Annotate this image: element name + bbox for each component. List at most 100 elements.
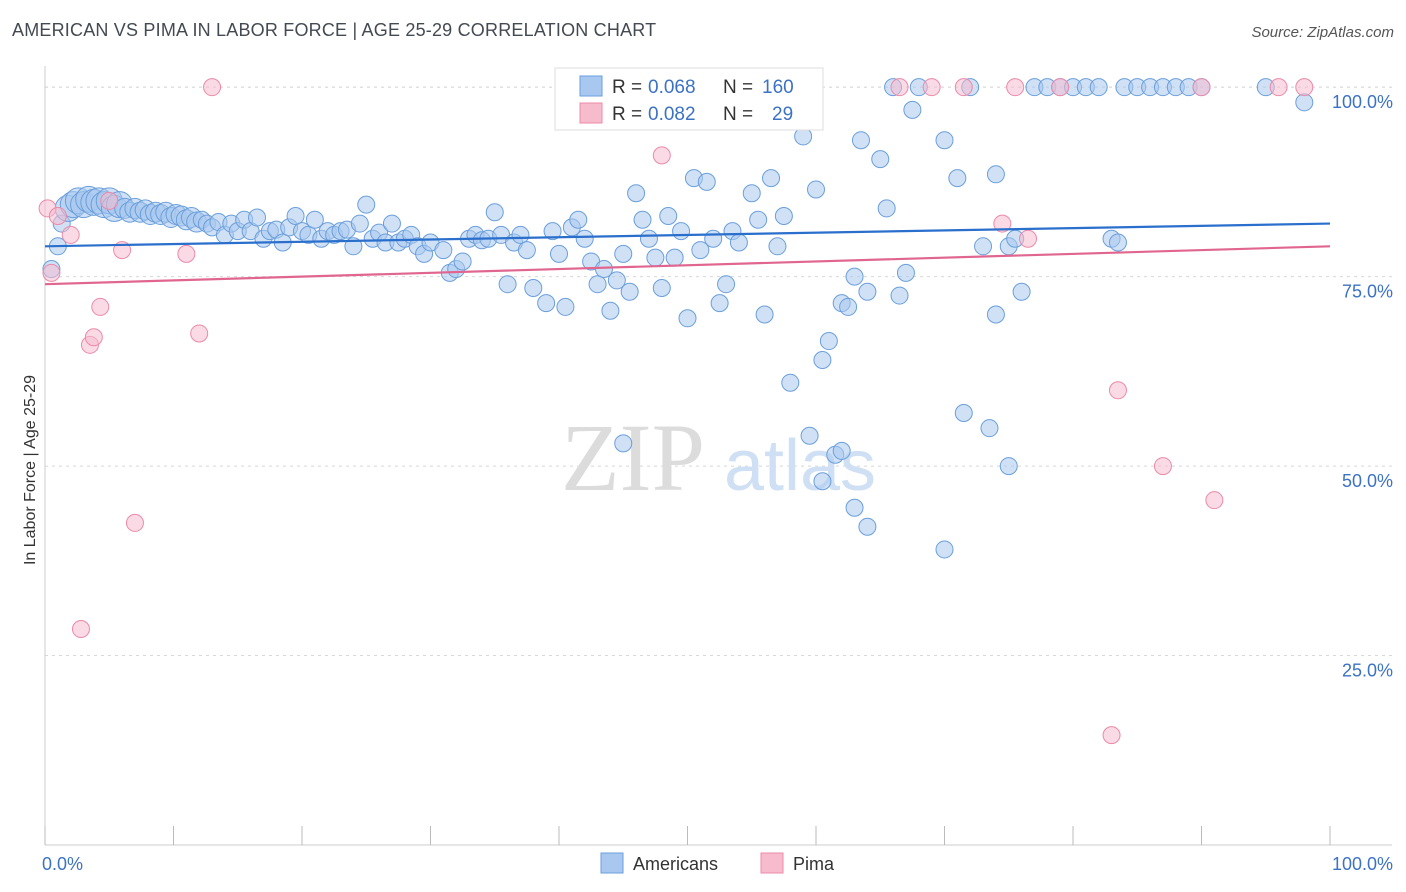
american-point <box>382 214 401 233</box>
grid-lines <box>45 86 1392 657</box>
american-point <box>678 309 697 328</box>
american-point <box>768 237 787 256</box>
pima-point <box>954 78 973 97</box>
y-tick-label: 75.0% <box>1342 282 1393 302</box>
bottom-legend-label-americans: Americans <box>633 854 718 874</box>
american-point <box>575 229 594 248</box>
legend-swatch-pima <box>579 102 603 124</box>
american-point <box>813 472 832 491</box>
american-point <box>434 241 453 260</box>
x-tick-label: 0.0% <box>42 854 83 874</box>
trend-lines <box>44 222 1331 286</box>
american-point <box>357 195 376 214</box>
pima-point <box>48 206 67 225</box>
american-point <box>1089 78 1108 97</box>
watermark-atlas: atlas <box>724 426 876 506</box>
x-tick-label: 100.0% <box>1332 854 1393 874</box>
american-point <box>903 100 922 119</box>
pima-point <box>1269 78 1288 97</box>
legend-r-label-americans: R = <box>612 77 642 98</box>
trend-line-pima <box>44 245 1331 286</box>
american-point <box>954 404 973 423</box>
legend-swatch-americans <box>579 75 603 97</box>
pima-point <box>652 146 671 165</box>
tick-labels: 25.0% 50.0% 75.0% 100.0% 0.0% 100.0% <box>42 92 1393 874</box>
american-point <box>807 180 825 199</box>
american-point <box>633 210 652 229</box>
pima-point <box>42 263 61 282</box>
american-point <box>749 210 768 229</box>
american-point <box>832 441 851 460</box>
american-point <box>588 275 607 294</box>
american-point <box>762 169 781 188</box>
pima-point <box>922 78 941 97</box>
american-point <box>524 278 543 297</box>
american-point <box>691 241 710 260</box>
american-point <box>569 210 588 229</box>
american-point <box>845 267 864 286</box>
pima-point <box>177 244 196 263</box>
american-point <box>672 222 691 241</box>
american-point <box>819 332 838 351</box>
american-point <box>871 150 890 169</box>
american-point <box>614 244 633 263</box>
american-point <box>1295 93 1314 112</box>
y-tick-label: 100.0% <box>1332 92 1393 112</box>
american-point <box>517 241 536 260</box>
legend-n-label-pima: N = <box>723 104 753 125</box>
trend-line-americans <box>44 222 1331 248</box>
american-point <box>896 263 915 282</box>
american-point <box>543 222 562 241</box>
pima-point <box>1192 78 1211 97</box>
american-point <box>742 184 761 203</box>
american-point <box>839 297 858 316</box>
american-point <box>697 172 716 191</box>
stats-legend: R = 0.068 N = 160 R = 0.082 N = 29 <box>554 67 824 131</box>
american-point <box>858 282 877 301</box>
american-point <box>935 131 954 150</box>
american-point <box>556 297 575 316</box>
american-point <box>639 229 658 248</box>
pima-point <box>1295 78 1314 97</box>
american-point <box>537 294 556 313</box>
american-point <box>646 248 665 267</box>
bottom-legend-swatch-pima <box>760 852 784 874</box>
american-point <box>550 244 568 263</box>
legend-r-label-pima: R = <box>612 104 642 125</box>
y-tick-label: 50.0% <box>1342 471 1393 491</box>
pima-point <box>84 328 103 347</box>
american-point <box>974 237 993 256</box>
watermark-zip: ZIP <box>561 404 705 511</box>
american-point <box>286 206 305 225</box>
pima-point <box>1102 726 1121 745</box>
pima-point <box>91 297 110 316</box>
pima-point <box>1019 229 1038 248</box>
american-point <box>659 206 678 225</box>
american-point <box>498 275 517 294</box>
pima-point <box>1051 78 1070 97</box>
american-point <box>935 540 954 559</box>
american-point <box>614 434 633 453</box>
pima-point <box>993 214 1012 233</box>
american-point <box>511 225 530 244</box>
american-point <box>986 305 1005 324</box>
american-point <box>305 210 324 229</box>
american-point <box>248 208 267 227</box>
pima-point <box>1108 381 1127 400</box>
pima-point <box>71 620 90 639</box>
american-point <box>627 184 646 203</box>
source-label: Source: ZipAtlas.com <box>1251 24 1394 41</box>
bottom-legend-swatch-americans <box>600 852 624 874</box>
pima-point <box>125 513 144 532</box>
american-point <box>781 373 800 392</box>
american-point <box>1108 233 1127 252</box>
pima-point <box>190 324 209 343</box>
y-tick-label: 25.0% <box>1342 661 1393 681</box>
chart-title: AMERICAN VS PIMA IN LABOR FORCE | AGE 25… <box>12 20 657 40</box>
american-point <box>485 203 504 222</box>
american-point <box>652 278 671 297</box>
series-americans <box>42 78 1314 559</box>
legend-n-label-americans: N = <box>723 77 753 98</box>
american-point <box>601 301 620 320</box>
pima-point <box>890 78 909 97</box>
